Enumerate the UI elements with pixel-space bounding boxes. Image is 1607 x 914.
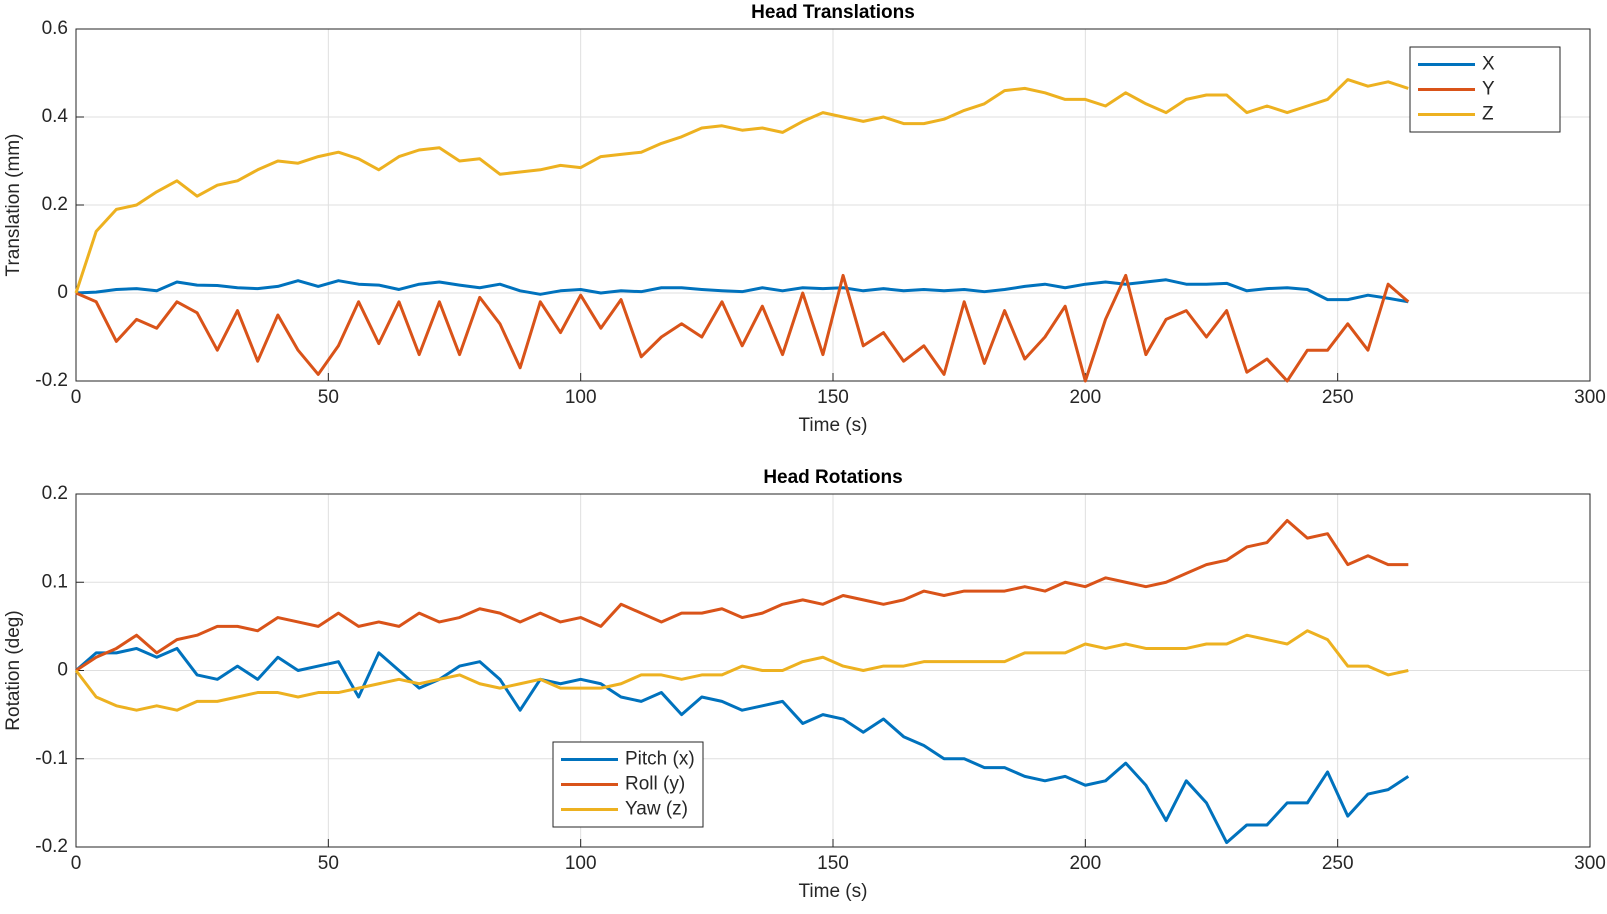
series-line (75, 646, 1410, 845)
x-tick-label: 100 (565, 387, 597, 408)
series-line (75, 518, 1409, 672)
axes-box (75, 28, 1591, 382)
chart-title: Head Rotations (763, 467, 902, 488)
legend-label: Roll (y) (625, 774, 685, 795)
legend-label: Pitch (x) (625, 749, 695, 770)
y-tick-label: 0.1 (42, 571, 68, 592)
x-tick-label: 200 (1069, 853, 1101, 874)
chart-title: Head Translations (751, 2, 915, 23)
x-tick-label: 100 (565, 853, 597, 874)
y-tick-label: -0.2 (35, 370, 68, 391)
series-line (74, 629, 1409, 712)
legend-label: Y (1482, 79, 1495, 100)
x-tick-label: 150 (817, 853, 849, 874)
legend-label: X (1482, 54, 1495, 75)
x-tick-label: 50 (318, 387, 339, 408)
y-tick-label: -0.2 (35, 836, 68, 857)
x-tick-label: 150 (817, 387, 849, 408)
x-tick-label: 50 (318, 853, 339, 874)
x-tick-label: 250 (1322, 387, 1354, 408)
series-line (75, 273, 1410, 383)
y-tick-label: -0.1 (35, 748, 68, 769)
legend-label: Z (1482, 104, 1494, 125)
x-tick-label: 300 (1574, 853, 1606, 874)
y-tick-label: 0.6 (42, 18, 68, 39)
series-line (75, 278, 1409, 304)
y-tick-label: 0.4 (42, 106, 69, 127)
legend: Pitch (x) Roll (y) Yaw (z) (552, 741, 704, 828)
x-tick-label: 0 (71, 853, 82, 874)
x-tick-label: 300 (1574, 387, 1606, 408)
y-tick-label: 0 (57, 660, 68, 681)
series-line (74, 78, 1409, 294)
y-tick-label: 0 (57, 282, 68, 303)
x-axis-label: Time (s) (799, 881, 868, 902)
legend: XYZ (1409, 46, 1561, 133)
y-axis-label: Rotation (deg) (3, 610, 24, 730)
x-tick-label: 200 (1069, 387, 1101, 408)
x-axis-label: Time (s) (799, 415, 868, 436)
x-tick-label: 0 (71, 387, 82, 408)
x-tick-label: 250 (1322, 853, 1354, 874)
y-tick-label: 0.2 (42, 483, 68, 504)
y-axis-label: Translation (mm) (3, 134, 24, 277)
y-tick-label: 0.2 (42, 194, 68, 215)
legend-label: Yaw (z) (625, 799, 688, 820)
